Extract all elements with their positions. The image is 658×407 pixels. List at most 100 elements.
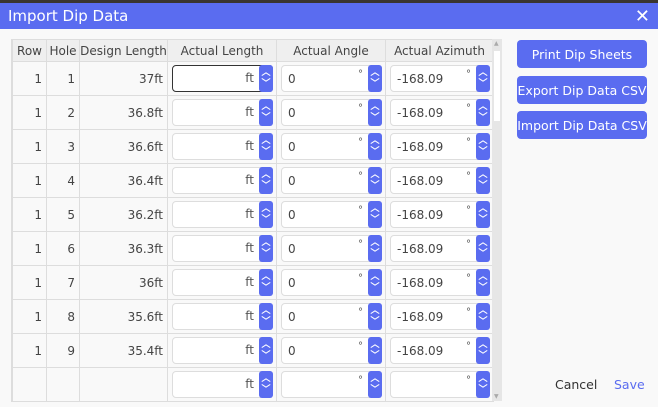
actual-angle-input[interactable]: 0 ° ︿ ﹀ — [281, 303, 382, 330]
actual-length-input[interactable]: ft ︿ ﹀ — [172, 65, 273, 92]
actual-azimuth-input[interactable]: -168.09 ° ︿ ﹀ — [390, 99, 490, 126]
chevron-down-icon[interactable]: ﹀ — [370, 248, 380, 259]
chevron-up-icon[interactable]: ︿ — [370, 305, 380, 316]
import-dip-data-csv-button[interactable]: Import Dip Data CSV — [517, 111, 647, 139]
chevron-down-icon[interactable]: ﹀ — [370, 78, 380, 89]
actual-azimuth-input[interactable]: -168.09 ° ︿ ﹀ — [390, 303, 490, 330]
save-button[interactable]: Save — [614, 377, 645, 392]
table-scrollbar[interactable]: ▲ ▼ — [492, 39, 502, 401]
chevron-down-icon[interactable]: ﹀ — [478, 214, 488, 225]
chevron-up-icon[interactable]: ︿ — [370, 135, 380, 146]
stepper-spinner[interactable]: ︿ ﹀ — [476, 371, 490, 398]
stepper-spinner[interactable]: ︿ ﹀ — [368, 269, 382, 296]
chevron-up-icon[interactable]: ︿ — [370, 203, 380, 214]
actual-azimuth-input[interactable]: -168.09 ° ︿ ﹀ — [390, 269, 490, 296]
stepper-spinner[interactable]: ︿ ﹀ — [259, 65, 273, 92]
actual-angle-input[interactable]: 0 ° ︿ ﹀ — [281, 99, 382, 126]
chevron-up-icon[interactable]: ︿ — [370, 169, 380, 180]
chevron-up-icon[interactable]: ︿ — [370, 339, 380, 350]
actual-azimuth-input[interactable]: -168.09 ° ︿ ﹀ — [390, 235, 490, 262]
chevron-down-icon[interactable]: ﹀ — [370, 180, 380, 191]
actual-angle-input[interactable]: ° ︿ ﹀ — [281, 371, 382, 398]
chevron-up-icon[interactable]: ︿ — [261, 271, 271, 282]
chevron-down-icon[interactable]: ﹀ — [478, 316, 488, 327]
close-icon[interactable]: ✕ — [634, 6, 650, 27]
chevron-up-icon[interactable]: ︿ — [370, 373, 380, 384]
chevron-down-icon[interactable]: ﹀ — [261, 282, 271, 293]
chevron-down-icon[interactable]: ﹀ — [261, 112, 271, 123]
chevron-down-icon[interactable]: ﹀ — [478, 146, 488, 157]
chevron-down-icon[interactable]: ﹀ — [478, 78, 488, 89]
stepper-spinner[interactable]: ︿ ﹀ — [368, 65, 382, 92]
scrollbar-thumb[interactable] — [494, 51, 500, 121]
chevron-down-icon[interactable]: ﹀ — [478, 112, 488, 123]
stepper-spinner[interactable]: ︿ ﹀ — [259, 133, 273, 160]
actual-azimuth-input[interactable]: -168.09 ° ︿ ﹀ — [390, 337, 490, 364]
chevron-down-icon[interactable]: ﹀ — [370, 112, 380, 123]
chevron-down-icon[interactable]: ﹀ — [478, 384, 488, 395]
stepper-spinner[interactable]: ︿ ﹀ — [368, 235, 382, 262]
stepper-spinner[interactable]: ︿ ﹀ — [368, 201, 382, 228]
actual-length-input[interactable]: ft ︿ ﹀ — [172, 269, 273, 296]
chevron-up-icon[interactable]: ︿ — [261, 67, 271, 78]
stepper-spinner[interactable]: ︿ ﹀ — [476, 201, 490, 228]
chevron-down-icon[interactable]: ﹀ — [261, 214, 271, 225]
chevron-down-icon[interactable]: ﹀ — [261, 384, 271, 395]
chevron-down-icon[interactable]: ﹀ — [370, 146, 380, 157]
actual-angle-input[interactable]: 0 ° ︿ ﹀ — [281, 65, 382, 92]
stepper-spinner[interactable]: ︿ ﹀ — [368, 337, 382, 364]
stepper-spinner[interactable]: ︿ ﹀ — [259, 201, 273, 228]
chevron-down-icon[interactable]: ﹀ — [478, 350, 488, 361]
actual-azimuth-input[interactable]: -168.09 ° ︿ ﹀ — [390, 201, 490, 228]
chevron-up-icon[interactable]: ︿ — [478, 305, 488, 316]
chevron-up-icon[interactable]: ︿ — [261, 373, 271, 384]
chevron-up-icon[interactable]: ︿ — [261, 203, 271, 214]
chevron-down-icon[interactable]: ﹀ — [478, 282, 488, 293]
chevron-down-icon[interactable]: ﹀ — [370, 282, 380, 293]
stepper-spinner[interactable]: ︿ ﹀ — [368, 167, 382, 194]
actual-length-input[interactable]: ft ︿ ﹀ — [172, 201, 273, 228]
chevron-up-icon[interactable]: ︿ — [261, 135, 271, 146]
chevron-down-icon[interactable]: ﹀ — [261, 316, 271, 327]
stepper-spinner[interactable]: ︿ ﹀ — [476, 99, 490, 126]
stepper-spinner[interactable]: ︿ ﹀ — [259, 269, 273, 296]
chevron-up-icon[interactable]: ︿ — [478, 203, 488, 214]
chevron-down-icon[interactable]: ﹀ — [478, 248, 488, 259]
chevron-down-icon[interactable]: ﹀ — [261, 180, 271, 191]
actual-azimuth-input[interactable]: -168.09 ° ︿ ﹀ — [390, 167, 490, 194]
stepper-spinner[interactable]: ︿ ﹀ — [476, 167, 490, 194]
chevron-up-icon[interactable]: ︿ — [370, 67, 380, 78]
stepper-spinner[interactable]: ︿ ﹀ — [259, 371, 273, 398]
chevron-up-icon[interactable]: ︿ — [478, 101, 488, 112]
cancel-button[interactable]: Cancel — [555, 377, 598, 392]
actual-angle-input[interactable]: 0 ° ︿ ﹀ — [281, 337, 382, 364]
stepper-spinner[interactable]: ︿ ﹀ — [368, 133, 382, 160]
actual-length-input[interactable]: ft ︿ ﹀ — [172, 167, 273, 194]
actual-angle-input[interactable]: 0 ° ︿ ﹀ — [281, 201, 382, 228]
actual-azimuth-input[interactable]: -168.09 ° ︿ ﹀ — [390, 133, 490, 160]
chevron-down-icon[interactable]: ﹀ — [370, 214, 380, 225]
stepper-spinner[interactable]: ︿ ﹀ — [368, 303, 382, 330]
actual-length-input[interactable]: ft ︿ ﹀ — [172, 99, 273, 126]
chevron-down-icon[interactable]: ﹀ — [261, 146, 271, 157]
chevron-up-icon[interactable]: ︿ — [261, 169, 271, 180]
chevron-up-icon[interactable]: ︿ — [370, 237, 380, 248]
stepper-spinner[interactable]: ︿ ﹀ — [368, 371, 382, 398]
chevron-down-icon[interactable]: ﹀ — [261, 350, 271, 361]
scroll-up-icon[interactable]: ▲ — [494, 40, 499, 47]
chevron-up-icon[interactable]: ︿ — [261, 101, 271, 112]
stepper-spinner[interactable]: ︿ ﹀ — [476, 269, 490, 296]
chevron-down-icon[interactable]: ﹀ — [370, 350, 380, 361]
actual-angle-input[interactable]: 0 ° ︿ ﹀ — [281, 235, 382, 262]
chevron-down-icon[interactable]: ﹀ — [261, 248, 271, 259]
chevron-up-icon[interactable]: ︿ — [261, 305, 271, 316]
chevron-up-icon[interactable]: ︿ — [261, 237, 271, 248]
chevron-up-icon[interactable]: ︿ — [478, 169, 488, 180]
stepper-spinner[interactable]: ︿ ﹀ — [259, 235, 273, 262]
actual-length-input[interactable]: ft ︿ ﹀ — [172, 133, 273, 160]
scroll-down-icon[interactable]: ▼ — [494, 393, 499, 400]
chevron-up-icon[interactable]: ︿ — [478, 135, 488, 146]
chevron-up-icon[interactable]: ︿ — [478, 373, 488, 384]
chevron-up-icon[interactable]: ︿ — [478, 67, 488, 78]
stepper-spinner[interactable]: ︿ ﹀ — [368, 99, 382, 126]
